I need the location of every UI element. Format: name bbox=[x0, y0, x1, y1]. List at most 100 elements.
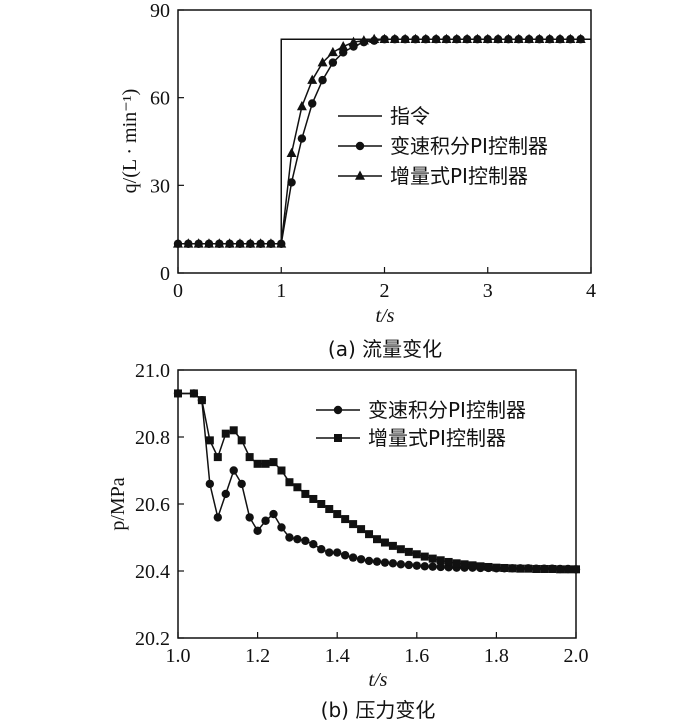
legend-marker bbox=[333, 405, 343, 415]
x-axis-label: t/s bbox=[369, 669, 388, 691]
data-point bbox=[214, 238, 225, 248]
data-point bbox=[286, 147, 297, 157]
data-point bbox=[269, 509, 278, 519]
data-point bbox=[431, 33, 442, 44]
legend-label: 指令 bbox=[390, 104, 430, 128]
data-point bbox=[297, 134, 307, 143]
data-point bbox=[245, 513, 254, 522]
data-point bbox=[400, 33, 411, 44]
data-point bbox=[369, 33, 380, 44]
data-point bbox=[472, 33, 483, 44]
ticks-layer: 0 1 2 3 4 0 30 60 90 bbox=[150, 0, 596, 302]
data-point bbox=[564, 565, 573, 574]
data-point bbox=[203, 238, 214, 248]
data-point bbox=[508, 564, 517, 573]
x-axis-label: t/s bbox=[376, 305, 395, 327]
data-point bbox=[193, 238, 204, 248]
data-point bbox=[404, 547, 413, 556]
data-point bbox=[396, 545, 405, 554]
x-tick-label: 1.8 bbox=[484, 645, 509, 667]
legend-label: 增量式PI控制器 bbox=[368, 426, 506, 450]
data-point bbox=[341, 515, 350, 524]
data-point bbox=[556, 565, 565, 574]
data-point bbox=[436, 562, 445, 572]
data-point bbox=[503, 33, 514, 44]
y-tick-label: 21.0 bbox=[135, 360, 170, 382]
data-point bbox=[317, 545, 326, 554]
data-point bbox=[213, 453, 222, 462]
y-tick-label: 30 bbox=[150, 175, 170, 197]
data-point bbox=[229, 426, 238, 435]
legend-label: 变速积分PI控制器 bbox=[390, 134, 548, 158]
data-point bbox=[245, 238, 256, 248]
data-point bbox=[460, 560, 469, 569]
y-axis-label: q/(L · min⁻¹) bbox=[119, 89, 141, 194]
x-tick-label: 1 bbox=[276, 280, 286, 302]
x-tick-label: 2 bbox=[380, 280, 390, 302]
data-point bbox=[462, 33, 473, 44]
legend-label: 变速积分PI控制器 bbox=[368, 398, 526, 422]
data-point bbox=[420, 552, 429, 561]
data-point bbox=[420, 562, 429, 571]
data-point bbox=[544, 33, 555, 44]
data-point bbox=[389, 33, 400, 44]
data-point bbox=[451, 33, 462, 44]
data-point bbox=[318, 75, 327, 85]
data-point bbox=[524, 564, 533, 573]
data-point bbox=[277, 466, 286, 475]
data-point bbox=[317, 57, 328, 67]
data-point bbox=[388, 541, 397, 550]
data-point bbox=[338, 41, 349, 51]
data-point bbox=[253, 459, 262, 468]
data-point bbox=[276, 238, 287, 248]
data-point bbox=[412, 550, 421, 559]
data-point bbox=[420, 33, 431, 44]
x-tick-label: 0 bbox=[173, 280, 183, 302]
legend-label: 增量式PI控制器 bbox=[390, 164, 528, 188]
data-point bbox=[532, 564, 541, 573]
ticks-layer: 1.0 1.2 1.4 1.6 1.8 2.0 20.2 20.4 20.6 20.8 21.0 bbox=[135, 360, 589, 667]
x-tick-label: 3 bbox=[483, 280, 493, 302]
data-point bbox=[396, 560, 406, 569]
legend-marker bbox=[334, 434, 342, 442]
y-axis-label: p/MPa bbox=[107, 477, 129, 530]
data-point bbox=[412, 561, 421, 570]
data-point bbox=[500, 563, 509, 572]
series-layer bbox=[173, 33, 591, 248]
data-point bbox=[293, 483, 302, 492]
y-tick-label: 0 bbox=[160, 263, 170, 285]
data-point bbox=[261, 516, 270, 525]
data-point bbox=[428, 554, 437, 563]
caption-a: (a) 流量变化 bbox=[328, 337, 442, 361]
data-point bbox=[516, 564, 525, 573]
data-point bbox=[293, 534, 302, 544]
x-tick-label: 1.4 bbox=[325, 645, 350, 667]
data-point bbox=[333, 548, 342, 557]
data-point bbox=[205, 479, 215, 489]
data-point bbox=[327, 46, 338, 57]
data-point bbox=[328, 58, 338, 67]
data-point bbox=[308, 99, 317, 108]
data-point bbox=[364, 556, 374, 566]
data-point bbox=[183, 238, 194, 248]
y-tick-label: 20.2 bbox=[135, 628, 170, 650]
data-point bbox=[444, 557, 453, 566]
data-point bbox=[476, 562, 485, 571]
data-point bbox=[234, 238, 245, 248]
data-point bbox=[565, 33, 576, 44]
data-point bbox=[325, 505, 334, 514]
legend-marker bbox=[355, 141, 365, 151]
data-point bbox=[410, 33, 421, 44]
data-point bbox=[513, 33, 524, 44]
data-point bbox=[253, 526, 262, 535]
data-point bbox=[380, 558, 390, 567]
data-point bbox=[534, 33, 545, 44]
data-point bbox=[348, 36, 359, 46]
data-point bbox=[221, 489, 230, 499]
data-point bbox=[356, 555, 366, 564]
data-point bbox=[245, 453, 254, 462]
data-point bbox=[189, 389, 198, 398]
data-point bbox=[174, 389, 182, 398]
